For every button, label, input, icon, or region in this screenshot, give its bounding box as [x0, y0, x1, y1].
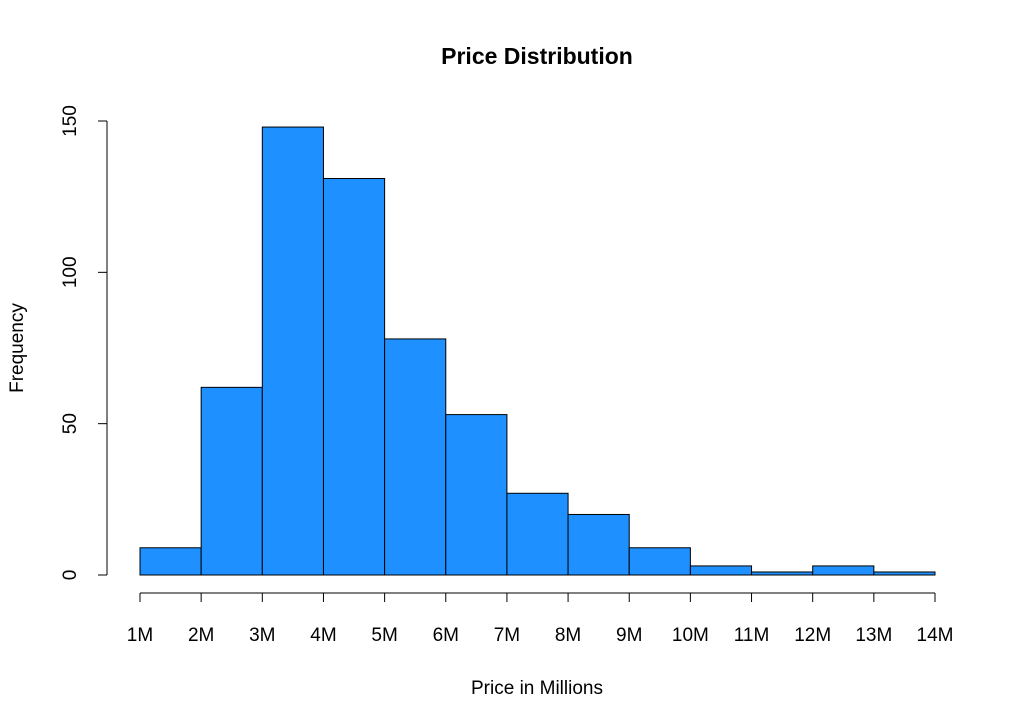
- x-tick-label: 2M: [188, 625, 214, 646]
- histogram-bar: [445, 414, 508, 576]
- y-tick-label: 0: [60, 570, 81, 581]
- x-tick-label: 1M: [127, 625, 153, 646]
- x-tick-label: 11M: [734, 625, 770, 646]
- x-tick-label: 5M: [371, 625, 397, 646]
- x-tick-label: 4M: [310, 625, 336, 646]
- x-tick-label: 6M: [433, 625, 459, 646]
- x-tick-label: 10M: [672, 625, 709, 646]
- y-axis-label: Frequency: [7, 303, 28, 393]
- histogram-bar: [261, 126, 324, 576]
- y-tick-label: 100: [60, 256, 81, 288]
- x-tick-label: 3M: [249, 625, 275, 646]
- histogram-bar: [384, 338, 447, 576]
- histogram-bar: [628, 547, 691, 576]
- x-tick-label: 12M: [794, 625, 831, 646]
- x-tick-label: 13M: [855, 625, 892, 646]
- chart-title: Price Distribution: [441, 43, 633, 69]
- histogram-bar: [139, 547, 202, 576]
- x-tick-label: 14M: [917, 625, 954, 646]
- histogram-bar: [689, 565, 753, 576]
- x-tick-label: 9M: [616, 625, 642, 646]
- x-tick-label: 8M: [555, 625, 581, 646]
- x-axis-label: Price in Millions: [471, 678, 603, 699]
- x-tick-label: 7M: [494, 625, 520, 646]
- y-axis: 0 50 100 150: [60, 105, 108, 581]
- histogram-bar: [506, 492, 569, 576]
- histogram-bar: [567, 513, 630, 576]
- y-tick-label: 150: [60, 105, 81, 137]
- bars-group: [139, 126, 936, 576]
- histogram-bar: [322, 178, 386, 576]
- histogram-bar: [751, 571, 814, 576]
- x-axis: 1M 2M 3M 4M 5M 6M 7M 8M 9M 10M 11M 12M 13M 14M: [127, 592, 954, 646]
- histogram-bar: [200, 386, 263, 576]
- histogram-bar: [873, 571, 936, 576]
- y-tick-label: 50: [60, 413, 81, 434]
- histogram-bar: [812, 565, 875, 576]
